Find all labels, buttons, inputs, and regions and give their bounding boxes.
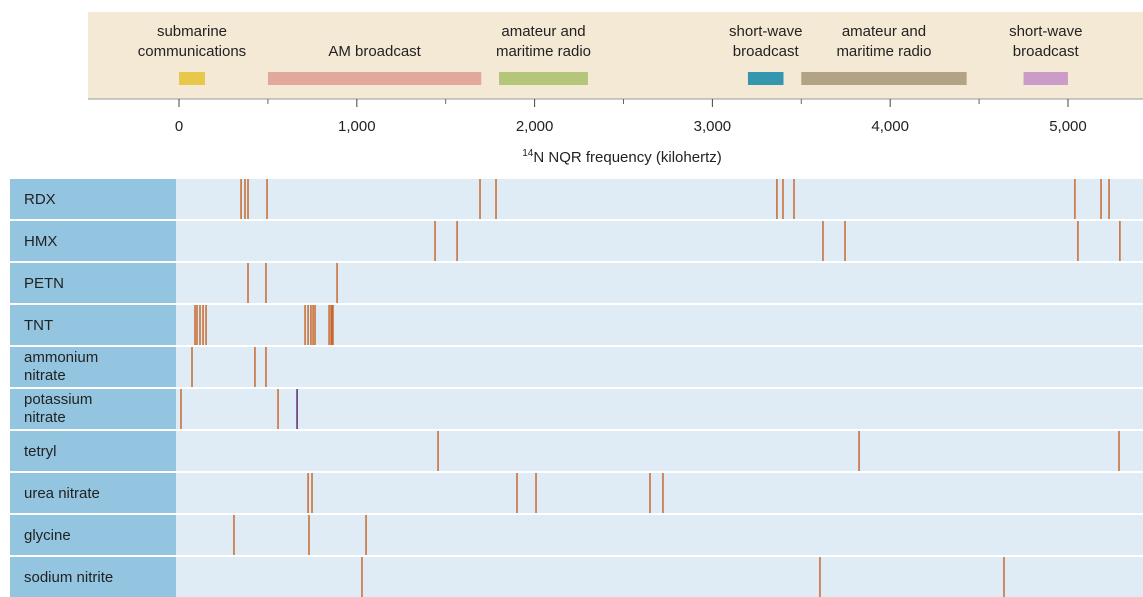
band-label: communications xyxy=(138,43,246,60)
row-bg xyxy=(176,431,1143,471)
row-label-bg xyxy=(10,347,176,387)
row-label: glycine xyxy=(24,527,71,544)
row-label: potassium xyxy=(24,391,92,408)
x-tick-label: 5,000 xyxy=(1049,118,1087,135)
band-label: maritime radio xyxy=(496,43,591,60)
row-label-bg xyxy=(10,389,176,429)
x-axis-label-sup: 14 xyxy=(522,148,534,159)
row-label: PETN xyxy=(24,275,64,292)
row-bg xyxy=(176,347,1143,387)
band-label: AM broadcast xyxy=(328,43,421,60)
band-label: broadcast xyxy=(733,43,800,60)
row-label: HMX xyxy=(24,233,57,250)
row-bg xyxy=(176,263,1143,303)
row-label: urea nitrate xyxy=(24,485,100,502)
row-label-bg xyxy=(10,473,176,513)
row-label-bg xyxy=(10,221,176,261)
band-label: amateur and xyxy=(501,23,585,40)
x-axis-label: 14N NQR frequency (kilohertz) xyxy=(522,148,722,166)
x-tick-label: 0 xyxy=(175,118,183,135)
row-label-bg xyxy=(10,179,176,219)
row-bg xyxy=(176,221,1143,261)
band-panel xyxy=(88,12,1143,99)
row-bg xyxy=(176,515,1143,555)
band-label: short-wave xyxy=(729,23,802,40)
band xyxy=(179,72,205,85)
x-tick-label: 2,000 xyxy=(516,118,554,135)
x-tick-label: 3,000 xyxy=(694,118,732,135)
band xyxy=(801,72,967,85)
band xyxy=(1023,72,1068,85)
row-bg xyxy=(176,179,1143,219)
band xyxy=(499,72,588,85)
row-label-bg xyxy=(10,515,176,555)
row-label: nitrate xyxy=(24,367,66,384)
row-label-bg xyxy=(10,263,176,303)
band-label: maritime radio xyxy=(836,43,931,60)
band-label: broadcast xyxy=(1013,43,1080,60)
row-label: RDX xyxy=(24,191,56,208)
band-label: submarine xyxy=(157,23,227,40)
row-label: ammonium xyxy=(24,349,98,366)
band-label: short-wave xyxy=(1009,23,1082,40)
band xyxy=(747,72,784,85)
row-label-bg xyxy=(10,305,176,345)
row-bg xyxy=(176,305,1143,345)
band xyxy=(267,72,482,85)
row-bg xyxy=(176,473,1143,513)
x-tick-label: 4,000 xyxy=(871,118,909,135)
row-label: sodium nitrite xyxy=(24,569,113,586)
row-label: TNT xyxy=(24,317,53,334)
row-bg xyxy=(176,557,1143,597)
x-tick-label: 1,000 xyxy=(338,118,376,135)
band-label: amateur and xyxy=(842,23,926,40)
x-axis-label-text: N NQR frequency (kilohertz) xyxy=(533,149,721,166)
row-label: nitrate xyxy=(24,409,66,426)
row-label-bg xyxy=(10,431,176,471)
row-label-bg xyxy=(10,557,176,597)
row-bg xyxy=(176,389,1143,429)
row-label: tetryl xyxy=(24,443,57,460)
